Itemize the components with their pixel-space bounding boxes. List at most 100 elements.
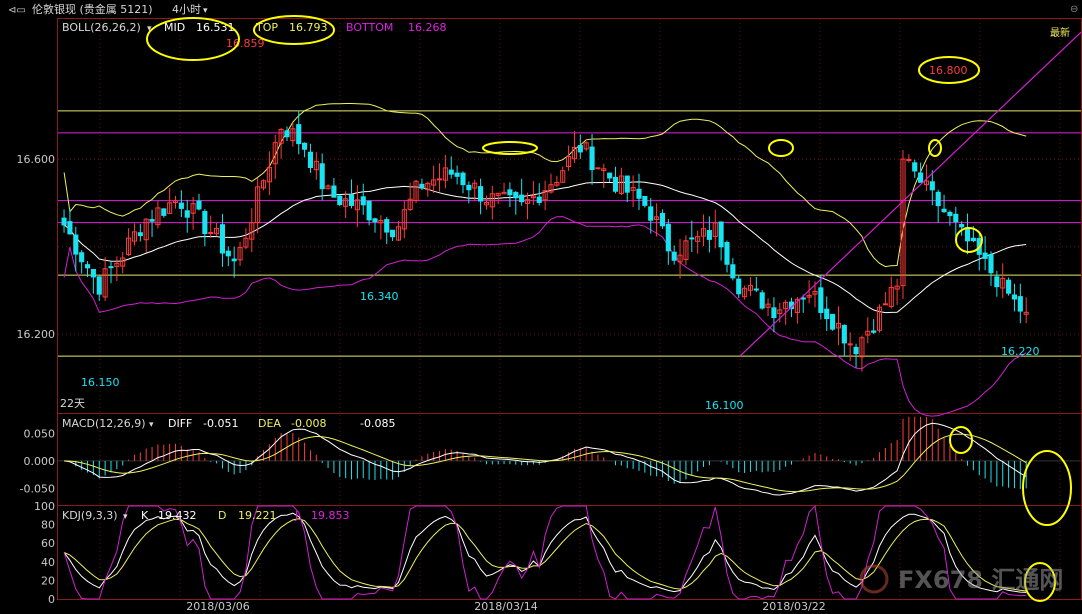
candle-body	[759, 292, 765, 309]
candle-body	[530, 195, 536, 199]
candle-body	[753, 288, 759, 291]
candle-body	[79, 252, 85, 263]
candle-body	[835, 322, 842, 329]
candle-body	[1023, 311, 1029, 315]
back-icon[interactable]: ⊲▭	[8, 5, 26, 16]
candle-body	[454, 172, 460, 177]
candle-body	[272, 142, 278, 165]
candle-body	[806, 295, 812, 298]
kdj-k-value: 19.432	[158, 509, 197, 522]
y-tick-label-kdj: 80	[41, 519, 55, 532]
candle-body	[149, 219, 155, 222]
y-tick-label-kdj: 60	[41, 537, 55, 550]
candle-body	[542, 190, 548, 201]
instrument-title: 伦敦银现 (贵金属 5121)	[32, 2, 153, 16]
candle-body	[612, 176, 619, 192]
boll-bottom-line	[63, 216, 1027, 417]
candle-body	[654, 216, 660, 221]
candle-body	[260, 180, 267, 189]
boll-bottom-name: BOTTOM	[346, 21, 393, 34]
candle-body	[419, 183, 425, 189]
candle-body	[372, 218, 378, 223]
candle-body	[472, 182, 478, 189]
candle-body	[1011, 294, 1018, 300]
candle-body	[583, 142, 589, 150]
candle-body	[319, 163, 325, 190]
y-tick-label-macd: -0.050	[20, 482, 55, 495]
candle-body	[354, 199, 360, 211]
candle-body	[695, 236, 701, 242]
annotations	[146, 15, 1072, 602]
candle-body	[266, 167, 272, 183]
trendline	[739, 31, 1082, 357]
candle-body	[853, 346, 859, 355]
candle-body	[706, 230, 712, 240]
annotation-circle-kdj-end	[1024, 562, 1056, 602]
macd-title: MACD(12,26,9)	[62, 417, 146, 430]
candle-body	[290, 128, 296, 142]
candle-body	[114, 262, 120, 267]
candle-body	[718, 221, 724, 248]
candle-body	[390, 229, 396, 238]
candle-body	[143, 218, 149, 241]
chevron-down-icon[interactable]: ▾	[203, 6, 208, 16]
dotted-grid	[58, 19, 1081, 599]
candle-body	[888, 286, 894, 307]
candle-body	[102, 268, 108, 298]
candle-body	[618, 175, 624, 194]
days-label: 22天	[60, 397, 85, 410]
candle-body	[425, 182, 431, 191]
candle-body	[202, 211, 208, 235]
candle-body	[278, 128, 284, 144]
candle-body	[90, 268, 96, 278]
candle-body	[700, 228, 707, 237]
candle-body	[841, 324, 847, 344]
candle-body	[847, 343, 853, 346]
candle-body	[255, 186, 261, 223]
candle-body	[830, 313, 836, 330]
macd-chevron-icon[interactable]: ▾	[149, 420, 154, 430]
annotation-circle-break	[955, 227, 983, 253]
candle-body	[401, 209, 407, 230]
boll-chevron-icon[interactable]: ▾	[147, 24, 152, 34]
candle-body	[783, 301, 789, 310]
candle-body	[431, 179, 437, 186]
candle-body	[677, 254, 683, 263]
x-tick-label: 2018/03/14	[474, 600, 537, 613]
candle-body	[865, 330, 871, 336]
macd-legend: MACD(12,26,9) ▾ DIFF -0.051 DEA -0.008 -…	[62, 417, 395, 430]
candle-body	[560, 170, 566, 183]
candle-body	[882, 303, 888, 306]
y-tick-label-macd: 0.000	[24, 455, 56, 468]
macd-diff-value: -0.051	[203, 417, 238, 430]
kdj-chevron-icon[interactable]: ▾	[123, 512, 128, 522]
macd-dea-value: -0.008	[291, 417, 326, 430]
candle-body	[1000, 277, 1006, 289]
candle-body	[243, 237, 249, 248]
candle-body	[384, 219, 390, 233]
candle-body	[859, 337, 865, 358]
macd-dea-name: DEA	[258, 417, 281, 430]
minimize-icon[interactable]: ⊖	[1070, 4, 1078, 15]
y-tick-label-kdj: 40	[41, 556, 55, 569]
annotation-circle-spike	[768, 139, 794, 157]
candle-body	[571, 146, 578, 160]
label-low-4: 16.220	[1001, 345, 1040, 358]
candle-body	[501, 191, 507, 195]
label-low-1: 16.340	[360, 290, 399, 303]
candle-body	[307, 151, 314, 168]
candle-body	[96, 276, 102, 295]
kdj-d-value: 19.221	[238, 509, 277, 522]
candle-body	[929, 181, 935, 191]
boll-legend: BOLL(26,26,2) ▾ MID 16.531 TOP 16.793 BO…	[62, 21, 447, 34]
candle-body	[941, 208, 947, 213]
bollinger-bands	[63, 103, 1027, 417]
candle-body	[712, 222, 718, 237]
candle-body	[595, 167, 601, 170]
candle-body	[665, 223, 671, 252]
candle-body	[231, 258, 237, 262]
kdj-k-line	[63, 512, 1027, 593]
period-selector[interactable]: 4小时	[172, 3, 201, 16]
candle-body	[302, 142, 308, 150]
